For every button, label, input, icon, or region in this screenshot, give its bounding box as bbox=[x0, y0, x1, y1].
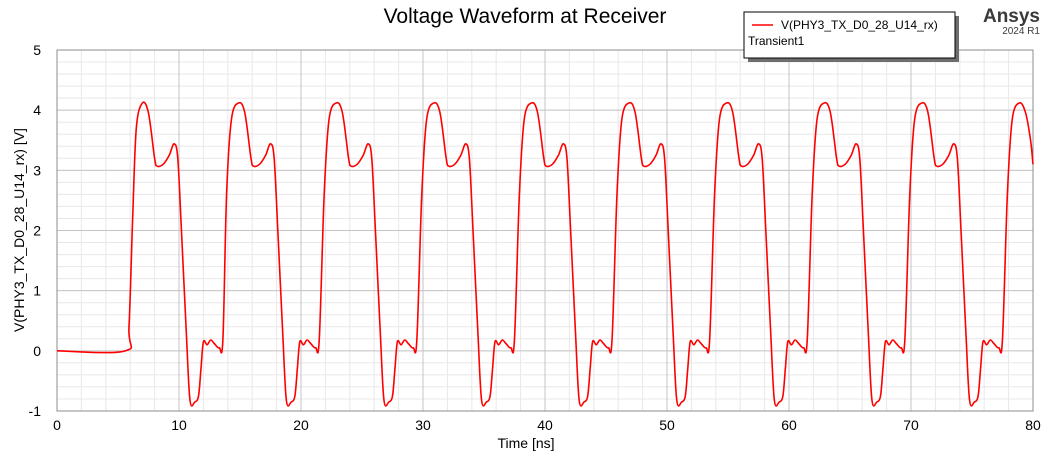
x-tick-label: 80 bbox=[1025, 417, 1041, 433]
y-axis-ticks: -1 0 1 2 3 4 5 bbox=[29, 42, 42, 419]
ansys-logo: Ansys 2024 R1 bbox=[983, 6, 1040, 37]
x-tick-label: 0 bbox=[53, 417, 61, 433]
x-tick-label: 30 bbox=[415, 417, 431, 433]
y-tick-label: -1 bbox=[29, 403, 42, 419]
x-tick-label: 70 bbox=[903, 417, 919, 433]
x-tick-label: 60 bbox=[781, 417, 797, 433]
legend-box bbox=[743, 11, 956, 59]
series-line-v-rx bbox=[56, 101, 1034, 407]
legend-series-label: V(PHY3_TX_D0_28_U14_rx) bbox=[781, 18, 938, 32]
y-tick-label: 5 bbox=[33, 42, 41, 58]
x-tick-label: 50 bbox=[659, 417, 675, 433]
grid bbox=[56, 49, 1034, 412]
y-tick-label: 4 bbox=[33, 102, 41, 118]
legend[interactable]: V(PHY3_TX_D0_28_U14_rx) Transient1 bbox=[743, 11, 959, 62]
x-tick-label: 10 bbox=[171, 417, 187, 433]
x-axis-ticks: 0 10 20 30 40 50 60 70 80 bbox=[53, 417, 1041, 433]
plot-area-frame bbox=[56, 49, 1034, 412]
brand-name: Ansys bbox=[983, 6, 1040, 27]
y-axis-label: V(PHY3_TX_D0_28_U14_rx) [V] bbox=[11, 128, 27, 332]
x-tick-label: 40 bbox=[537, 417, 553, 433]
y-tick-label: 3 bbox=[33, 162, 41, 178]
y-tick-label: 2 bbox=[33, 223, 41, 239]
x-axis-label: Time [ns] bbox=[497, 435, 554, 451]
chart-title: Voltage Waveform at Receiver bbox=[384, 5, 667, 28]
y-tick-label: 1 bbox=[33, 283, 41, 299]
legend-setup-label: Transient1 bbox=[748, 34, 805, 48]
brand-version: 2024 R1 bbox=[1002, 26, 1040, 37]
y-tick-label: 0 bbox=[33, 343, 41, 359]
x-tick-label: 20 bbox=[293, 417, 309, 433]
